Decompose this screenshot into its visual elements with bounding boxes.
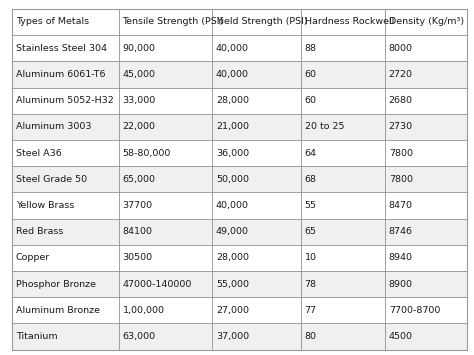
Text: 45,000: 45,000 bbox=[123, 70, 155, 79]
Text: 80: 80 bbox=[305, 332, 317, 341]
Text: Stainless Steel 304: Stainless Steel 304 bbox=[16, 44, 107, 53]
Bar bbox=[12, 323, 119, 350]
Text: Steel Grade 50: Steel Grade 50 bbox=[16, 175, 87, 184]
Text: 88: 88 bbox=[305, 44, 317, 53]
Bar bbox=[301, 323, 385, 350]
Text: Aluminum 3003: Aluminum 3003 bbox=[16, 122, 91, 131]
Text: 28,000: 28,000 bbox=[216, 253, 249, 262]
Bar bbox=[385, 61, 467, 88]
Text: 8470: 8470 bbox=[389, 201, 413, 210]
Bar bbox=[12, 219, 119, 245]
Text: Steel A36: Steel A36 bbox=[16, 148, 62, 158]
Text: 8940: 8940 bbox=[389, 253, 413, 262]
Bar bbox=[12, 114, 119, 140]
Text: 27,000: 27,000 bbox=[216, 306, 249, 315]
Text: Yellow Brass: Yellow Brass bbox=[16, 201, 74, 210]
Text: 22,000: 22,000 bbox=[123, 122, 155, 131]
Text: 65: 65 bbox=[305, 227, 317, 236]
Text: Types of Metals: Types of Metals bbox=[16, 17, 89, 27]
Text: 21,000: 21,000 bbox=[216, 122, 249, 131]
Text: 84100: 84100 bbox=[123, 227, 153, 236]
Text: Density (Kg/m³): Density (Kg/m³) bbox=[389, 17, 464, 27]
Bar bbox=[385, 323, 467, 350]
Text: 7800: 7800 bbox=[389, 175, 413, 184]
Bar bbox=[12, 61, 119, 88]
Bar bbox=[12, 166, 119, 192]
Bar bbox=[301, 271, 385, 297]
Bar bbox=[212, 271, 301, 297]
Text: 4500: 4500 bbox=[389, 332, 413, 341]
Text: 63,000: 63,000 bbox=[123, 332, 155, 341]
Text: 40,000: 40,000 bbox=[216, 201, 249, 210]
Text: 20 to 25: 20 to 25 bbox=[305, 122, 344, 131]
Text: 28,000: 28,000 bbox=[216, 96, 249, 105]
Text: 1,00,000: 1,00,000 bbox=[123, 306, 164, 315]
Text: 37,000: 37,000 bbox=[216, 332, 249, 341]
Bar bbox=[119, 114, 212, 140]
Text: Aluminum 5052-H32: Aluminum 5052-H32 bbox=[16, 96, 113, 105]
Bar bbox=[119, 271, 212, 297]
Text: 55,000: 55,000 bbox=[216, 280, 249, 289]
Bar bbox=[119, 166, 212, 192]
Bar bbox=[301, 166, 385, 192]
Text: Titanium: Titanium bbox=[16, 332, 57, 341]
Text: Aluminum 6061-T6: Aluminum 6061-T6 bbox=[16, 70, 105, 79]
Text: Aluminum Bronze: Aluminum Bronze bbox=[16, 306, 100, 315]
Text: 7700-8700: 7700-8700 bbox=[389, 306, 440, 315]
Bar bbox=[212, 61, 301, 88]
Text: 2720: 2720 bbox=[389, 70, 413, 79]
Text: 8746: 8746 bbox=[389, 227, 413, 236]
Text: Yield Strength (PSI): Yield Strength (PSI) bbox=[216, 17, 308, 27]
Bar bbox=[119, 219, 212, 245]
Text: 10: 10 bbox=[305, 253, 317, 262]
Text: 55: 55 bbox=[305, 201, 317, 210]
Text: 50,000: 50,000 bbox=[216, 175, 249, 184]
Text: 77: 77 bbox=[305, 306, 317, 315]
Text: 49,000: 49,000 bbox=[216, 227, 249, 236]
Text: 33,000: 33,000 bbox=[123, 96, 156, 105]
Bar bbox=[301, 61, 385, 88]
Text: Hardness Rockwell: Hardness Rockwell bbox=[305, 17, 394, 27]
Text: 65,000: 65,000 bbox=[123, 175, 155, 184]
Text: 7800: 7800 bbox=[389, 148, 413, 158]
Text: 8000: 8000 bbox=[389, 44, 413, 53]
Bar bbox=[12, 271, 119, 297]
Text: 58-80,000: 58-80,000 bbox=[123, 148, 171, 158]
Text: Red Brass: Red Brass bbox=[16, 227, 63, 236]
Text: Phosphor Bronze: Phosphor Bronze bbox=[16, 280, 96, 289]
Text: 64: 64 bbox=[305, 148, 317, 158]
Bar bbox=[212, 166, 301, 192]
Text: 90,000: 90,000 bbox=[123, 44, 155, 53]
Bar bbox=[385, 271, 467, 297]
Bar bbox=[119, 61, 212, 88]
Bar bbox=[212, 323, 301, 350]
Text: 60: 60 bbox=[305, 70, 317, 79]
Text: 37700: 37700 bbox=[123, 201, 153, 210]
Text: Tensile Strength (PSI): Tensile Strength (PSI) bbox=[123, 17, 224, 27]
Text: 40,000: 40,000 bbox=[216, 44, 249, 53]
Text: 60: 60 bbox=[305, 96, 317, 105]
Text: Copper: Copper bbox=[16, 253, 50, 262]
Text: 78: 78 bbox=[305, 280, 317, 289]
Text: 47000-140000: 47000-140000 bbox=[123, 280, 192, 289]
Text: 2680: 2680 bbox=[389, 96, 413, 105]
Bar bbox=[119, 323, 212, 350]
Text: 40,000: 40,000 bbox=[216, 70, 249, 79]
Bar bbox=[301, 219, 385, 245]
Bar bbox=[385, 166, 467, 192]
Bar bbox=[212, 114, 301, 140]
Bar bbox=[385, 114, 467, 140]
Text: 36,000: 36,000 bbox=[216, 148, 249, 158]
Text: 2730: 2730 bbox=[389, 122, 413, 131]
Bar bbox=[385, 219, 467, 245]
Text: 8900: 8900 bbox=[389, 280, 413, 289]
Text: 68: 68 bbox=[305, 175, 317, 184]
Text: 30500: 30500 bbox=[123, 253, 153, 262]
Bar bbox=[212, 219, 301, 245]
Bar bbox=[301, 114, 385, 140]
